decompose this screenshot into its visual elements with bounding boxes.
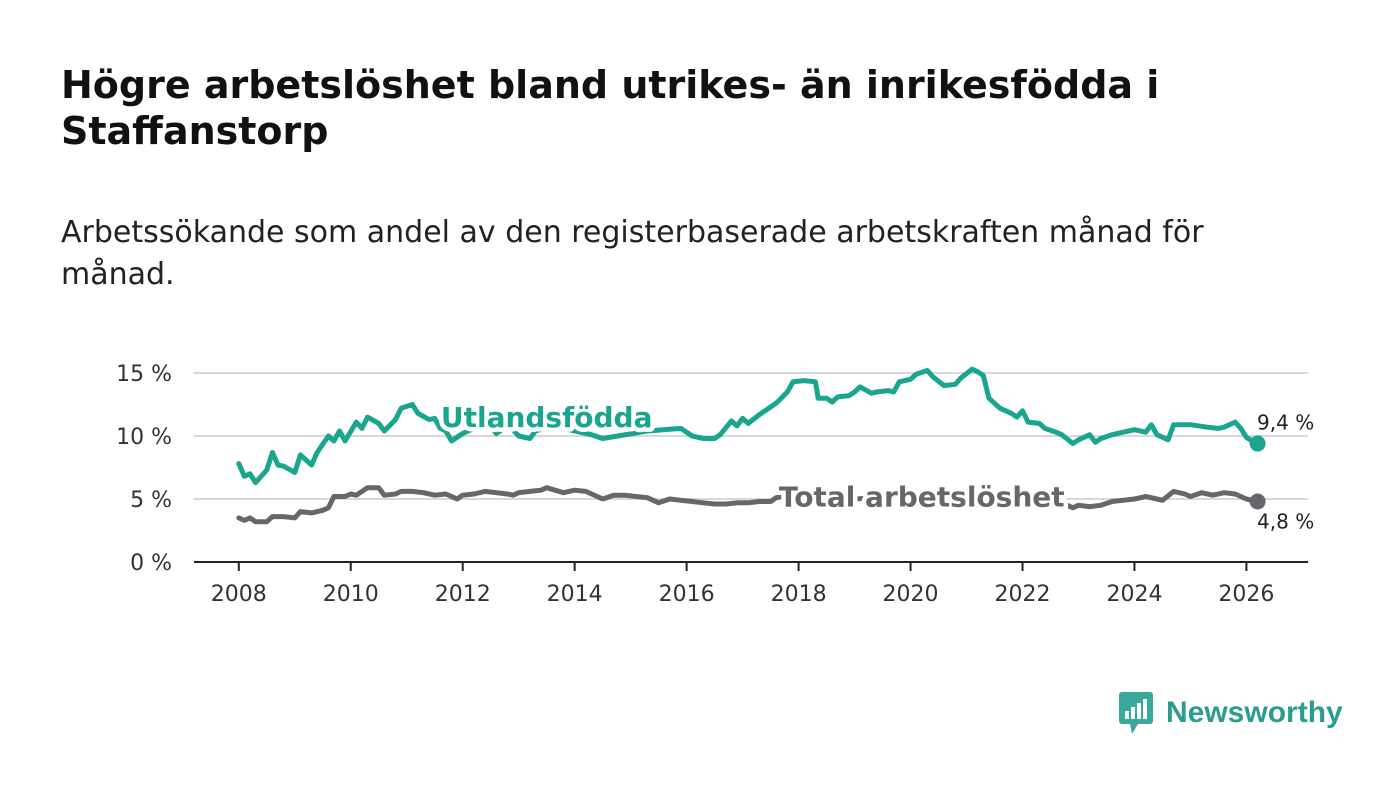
x-tick-label: 2008 [211, 582, 267, 607]
grid-layer [194, 372, 1308, 500]
x-tick-label: 2016 [659, 582, 715, 607]
chart-subtitle: Arbetssökande som andel av den registerb… [61, 215, 1204, 292]
x-tick-label: 2020 [883, 582, 939, 607]
label-layer: Utlandsfödda Total arbetslöshet 9,4 % 4,8 % [436, 397, 1314, 534]
y-tick-label: 0 % [130, 551, 172, 576]
brand-name: Newsworthy [1166, 696, 1343, 729]
x-tick-label: 2018 [771, 582, 827, 607]
y-tick-label: 10 % [116, 425, 172, 450]
end-dot-utlandsfodda [1249, 435, 1266, 452]
axis-layer: 0 % 5 % 10 % 15 % 2008 2010 2012 2014 2016 2018 20… [116, 362, 1308, 607]
series-label-utlandsfodda: Utlandsfödda [441, 401, 653, 434]
series-label-total: Total arbetslöshet [779, 480, 1065, 513]
y-tick-label: 15 % [116, 362, 172, 387]
brand-logo: Newsworthy [1118, 690, 1343, 736]
line-chart: 0 % 5 % 10 % 15 % 2008 2010 2012 2014 2016 2018 20… [116, 362, 1314, 607]
newsworthy-logo-icon [1119, 692, 1153, 734]
x-tick-label: 2026 [1218, 582, 1274, 607]
end-label-total: 4,8 % [1257, 510, 1314, 534]
x-tick-label: 2010 [323, 582, 379, 607]
series-line-utlandsfodda [236, 366, 1261, 486]
series-line-total [236, 485, 1261, 525]
x-tick-label: 2012 [435, 582, 491, 607]
end-label-utlandsfodda: 9,4 % [1257, 411, 1314, 435]
series-layer [236, 366, 1266, 525]
end-dot-total [1249, 493, 1266, 510]
x-tick-label: 2022 [995, 582, 1051, 607]
chart-title: Högre arbetslöshet bland utrikes- än inr… [61, 63, 1160, 153]
x-tick-label: 2014 [547, 582, 603, 607]
y-tick-label: 5 % [130, 488, 172, 513]
x-tick-label: 2024 [1106, 582, 1162, 607]
